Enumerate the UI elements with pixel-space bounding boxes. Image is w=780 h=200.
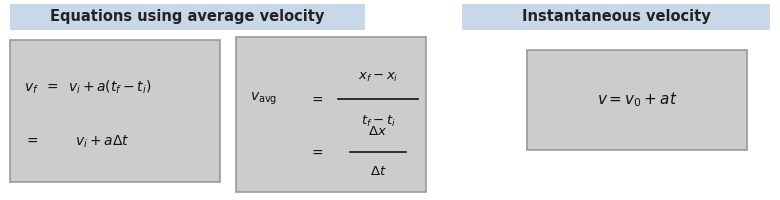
Text: $t_f - t_i$: $t_f - t_i$ bbox=[360, 113, 395, 129]
Text: $= \qquad\;\; v_i + a\Delta t$: $= \qquad\;\; v_i + a\Delta t$ bbox=[24, 134, 129, 150]
Text: Instantaneous velocity: Instantaneous velocity bbox=[522, 9, 711, 24]
Text: $v_f \;\;=\;\; v_i + a(t_f - t_i)$: $v_f \;\;=\;\; v_i + a(t_f - t_i)$ bbox=[24, 78, 151, 96]
Text: Equations using average velocity: Equations using average velocity bbox=[51, 9, 324, 24]
Text: $v_{\mathrm{avg}}$: $v_{\mathrm{avg}}$ bbox=[250, 91, 278, 107]
Text: $\Delta t$: $\Delta t$ bbox=[370, 165, 386, 178]
Bar bbox=[236, 37, 426, 192]
Text: $v = v_0 + at$: $v = v_0 + at$ bbox=[597, 91, 677, 109]
Bar bbox=[10, 4, 365, 30]
Text: $\Delta x$: $\Delta x$ bbox=[368, 125, 388, 138]
Text: $=$: $=$ bbox=[309, 92, 324, 106]
Bar bbox=[10, 40, 220, 182]
Text: $=$: $=$ bbox=[309, 145, 324, 159]
Bar bbox=[527, 50, 747, 150]
Text: $x_f - x_i$: $x_f - x_i$ bbox=[358, 70, 399, 84]
Bar bbox=[462, 4, 770, 30]
